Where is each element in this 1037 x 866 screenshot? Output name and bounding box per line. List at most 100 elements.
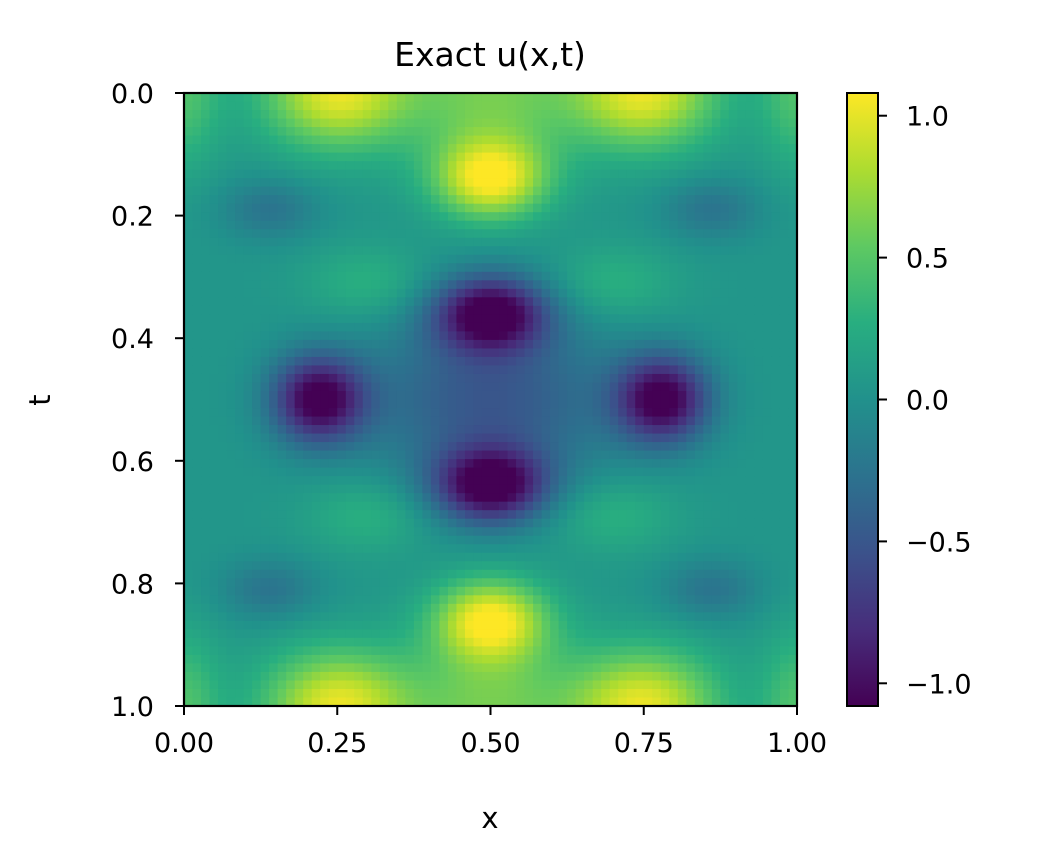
heatmap-cell <box>499 339 509 350</box>
heatmap-cell <box>345 101 355 111</box>
heatmap-cell <box>737 654 747 665</box>
heatmap-cell <box>201 118 211 128</box>
heatmap-cell <box>652 620 662 630</box>
heatmap-cell <box>337 220 347 230</box>
heatmap-cell <box>286 288 296 298</box>
heatmap-cell <box>762 118 773 128</box>
heatmap-cell <box>609 254 619 264</box>
heatmap-cell <box>311 195 321 205</box>
heatmap-cell <box>396 425 406 435</box>
heatmap-cell <box>686 161 696 171</box>
heatmap-cell <box>524 484 534 494</box>
heatmap-cell <box>235 220 245 230</box>
heatmap-cell <box>269 408 279 418</box>
heatmap-cell <box>660 578 670 588</box>
heatmap-cell <box>456 297 466 307</box>
heatmap-cell <box>711 127 721 137</box>
heatmap-cell <box>771 544 781 554</box>
heatmap-cell <box>396 127 406 137</box>
heatmap-cell <box>686 442 696 452</box>
heatmap-cell <box>286 637 296 647</box>
heatmap-cell <box>541 331 551 341</box>
heatmap-cell <box>184 169 194 179</box>
heatmap-cell <box>226 314 236 324</box>
heatmap-cell <box>754 476 764 486</box>
heatmap-cell <box>371 178 381 188</box>
heatmap-cell <box>252 348 262 358</box>
heatmap-cell <box>771 603 781 613</box>
heatmap-cell <box>201 408 211 418</box>
heatmap-cell <box>328 518 338 528</box>
heatmap-cell <box>413 254 423 264</box>
heatmap-cell <box>643 527 653 537</box>
heatmap-cell <box>192 135 202 145</box>
heatmap-cell <box>192 169 202 179</box>
heatmap-cell <box>728 416 738 426</box>
heatmap-cell <box>371 135 381 145</box>
heatmap-cell <box>456 425 466 435</box>
heatmap-cell <box>507 603 517 613</box>
heatmap-cell <box>754 425 764 435</box>
heatmap-cell <box>737 671 747 682</box>
heatmap-cell <box>260 450 270 460</box>
heatmap-cell <box>252 450 262 460</box>
heatmap-cell <box>728 501 738 511</box>
heatmap-cell <box>516 339 526 350</box>
heatmap-cell <box>575 671 585 682</box>
heatmap-cell <box>703 331 713 341</box>
heatmap-cell <box>677 297 687 307</box>
heatmap-cell <box>447 254 458 264</box>
heatmap-cell <box>226 654 236 665</box>
heatmap-cell <box>320 518 330 528</box>
heatmap-cell <box>745 365 756 375</box>
heatmap-cell <box>677 382 687 392</box>
heatmap-cell <box>592 569 602 579</box>
heatmap-cell <box>652 152 662 162</box>
heatmap-cell <box>184 212 194 222</box>
heatmap-cell <box>430 671 441 682</box>
heatmap-cell <box>660 671 670 682</box>
heatmap-cell <box>745 161 756 171</box>
heatmap-cell <box>601 212 611 222</box>
heatmap-cell <box>379 314 389 324</box>
heatmap-cell <box>481 263 492 273</box>
heatmap-cell <box>226 203 236 213</box>
heatmap-cell <box>269 254 279 264</box>
heatmap-cell <box>541 101 551 111</box>
heatmap-cell <box>592 390 602 401</box>
heatmap-cell <box>260 671 270 682</box>
heatmap-cell <box>277 365 287 375</box>
heatmap-cell <box>575 118 585 128</box>
heatmap-cell <box>328 237 338 247</box>
heatmap-cell <box>260 390 270 401</box>
heatmap-cell <box>558 425 568 435</box>
heatmap-cell <box>703 416 713 426</box>
heatmap-cell <box>720 654 730 665</box>
heatmap-cell <box>226 237 236 247</box>
heatmap-cell <box>481 552 492 562</box>
heatmap-cell <box>277 612 287 622</box>
heatmap-cell <box>567 127 577 137</box>
heatmap-cell <box>328 263 338 273</box>
heatmap-cell <box>362 501 372 511</box>
heatmap-cell <box>371 663 381 673</box>
heatmap-cell <box>524 237 534 247</box>
heatmap-cell <box>618 195 628 205</box>
heatmap-cell <box>354 637 364 647</box>
heatmap-cell <box>516 297 526 307</box>
heatmap-cell <box>294 322 304 332</box>
heatmap-cell <box>345 118 355 128</box>
heatmap-cell <box>269 586 279 596</box>
heatmap-cell <box>303 637 313 647</box>
heatmap-cell <box>779 127 790 137</box>
heatmap-cell <box>439 305 449 315</box>
heatmap-cell <box>413 501 423 511</box>
heatmap-cell <box>422 493 432 503</box>
heatmap-cell <box>533 416 543 426</box>
heatmap-cell <box>762 390 773 401</box>
heatmap-cell <box>243 408 253 418</box>
heatmap-cell <box>277 569 287 579</box>
heatmap-cell <box>677 288 687 298</box>
heatmap-cell <box>252 152 262 162</box>
heatmap-cell <box>788 220 797 230</box>
